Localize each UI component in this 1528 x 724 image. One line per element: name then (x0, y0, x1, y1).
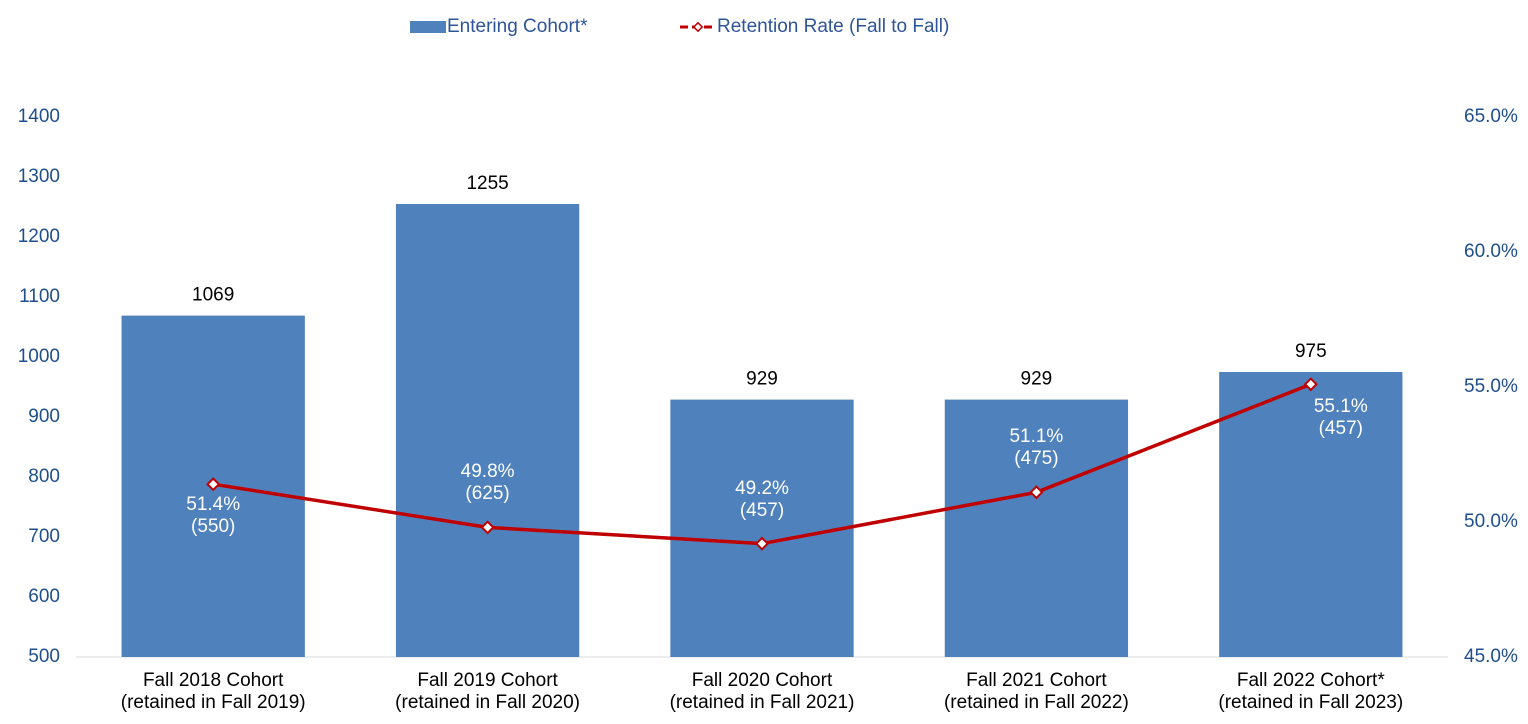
y-tick-label: 500 (28, 646, 60, 667)
line-marker (754, 536, 770, 551)
y-tick-label: 1200 (18, 226, 60, 247)
legend-label: Entering Cohort* (447, 16, 588, 37)
y-tick-label: 800 (28, 466, 60, 487)
y-tick-label: 1000 (18, 346, 60, 367)
bar (944, 399, 1129, 657)
y-tick-label: 1300 (18, 166, 60, 187)
line-value-label: 49.2% (457) (735, 477, 789, 521)
legend-label: Retention Rate (Fall to Fall) (717, 16, 949, 37)
y-tick-label: 700 (28, 526, 60, 547)
x-tick-label: Fall 2018 Cohort (retained in Fall 2019) (120, 670, 306, 713)
bar-value-label: 1069 (192, 285, 234, 306)
bar-value-label: 929 (746, 369, 778, 390)
y2-tick-label: 65.0% (1464, 106, 1518, 127)
line-marker (1303, 377, 1318, 392)
legend-marker (692, 21, 704, 33)
line-value-label: 51.1% (475) (1009, 426, 1064, 470)
x-tick-label: Fall 2021 Cohort (retained in Fall 2022) (943, 670, 1129, 713)
bar-value-label: 975 (1295, 341, 1327, 362)
y2-tick-label: 45.0% (1464, 646, 1518, 667)
line-value-label: 49.8% (625) (460, 461, 515, 505)
line-marker (206, 477, 221, 492)
line-marker (480, 520, 495, 535)
y2-tick-label: 60.0% (1464, 241, 1518, 262)
line-value-label: 51.4% (550) (186, 494, 241, 538)
line-marker (1029, 485, 1044, 500)
y-tick-label: 600 (28, 586, 60, 607)
legend-swatch (410, 21, 446, 33)
y-tick-label: 900 (28, 406, 60, 427)
y-tick-label: 1100 (19, 286, 60, 307)
bar-value-label: 1255 (466, 173, 508, 194)
bar-value-label: 929 (1021, 369, 1053, 390)
bar (1219, 372, 1403, 657)
y2-tick-label: 55.0% (1464, 376, 1518, 397)
bar (395, 204, 580, 657)
y2-tick-label: 50.0% (1464, 511, 1518, 532)
line-value-label: 55.1% (457) (1313, 396, 1368, 440)
bar (670, 399, 854, 657)
y-tick-label: 1400 (18, 106, 60, 127)
x-tick-label: Fall 2020 Cohort (retained in Fall 2021) (669, 670, 855, 713)
x-tick-label: Fall 2022 Cohort* (retained in Fall 2023… (1218, 670, 1404, 713)
x-tick-label: Fall 2019 Cohort (retained in Fall 2020) (395, 670, 581, 713)
